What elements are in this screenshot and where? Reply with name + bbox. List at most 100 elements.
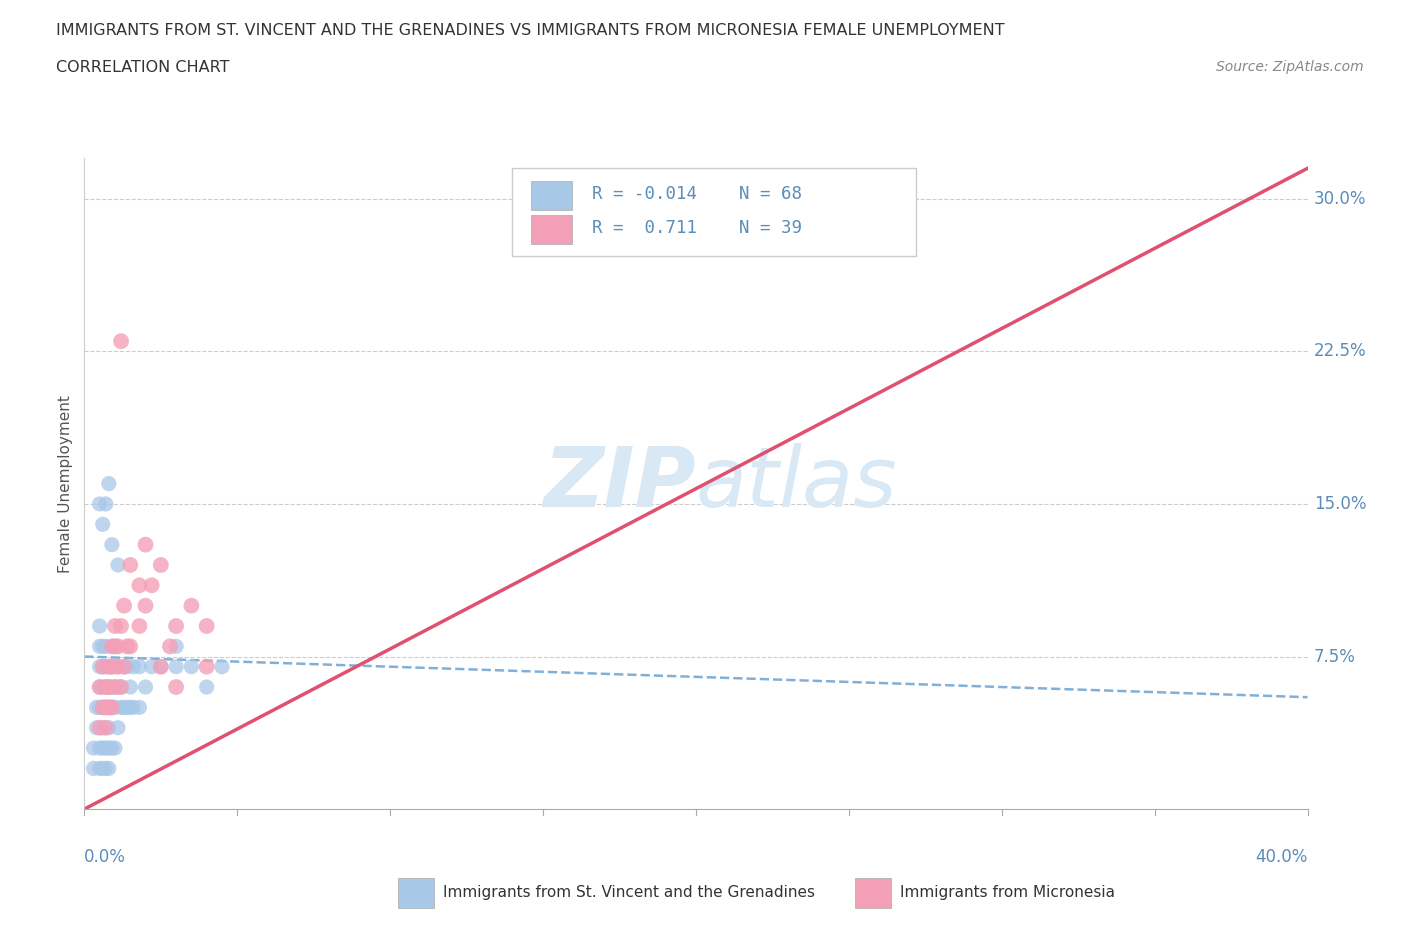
Point — [91, 517, 114, 532]
Point — [115, 659, 138, 674]
Point — [94, 700, 117, 715]
FancyBboxPatch shape — [512, 168, 917, 256]
FancyBboxPatch shape — [398, 878, 434, 908]
Point — [165, 639, 187, 654]
Point — [89, 700, 111, 715]
Point — [195, 659, 218, 674]
Point — [104, 700, 127, 715]
Point — [128, 700, 150, 715]
Point — [120, 700, 142, 715]
Point — [97, 476, 120, 491]
Point — [107, 680, 129, 695]
Point — [94, 497, 117, 512]
Point — [165, 680, 187, 695]
Point — [86, 700, 108, 715]
Point — [94, 740, 117, 755]
FancyBboxPatch shape — [531, 216, 572, 244]
Text: Immigrants from St. Vincent and the Grenadines: Immigrants from St. Vincent and the Gren… — [443, 885, 815, 900]
Point — [101, 639, 124, 654]
Point — [94, 700, 117, 715]
Point — [107, 557, 129, 572]
Point — [135, 598, 157, 613]
Point — [149, 659, 172, 674]
Point — [104, 680, 127, 695]
Point — [101, 700, 124, 715]
Point — [89, 720, 111, 735]
Text: Immigrants from Micronesia: Immigrants from Micronesia — [900, 885, 1115, 900]
Point — [107, 639, 129, 654]
Point — [110, 334, 132, 349]
Point — [97, 680, 120, 695]
Point — [159, 639, 181, 654]
Text: IMMIGRANTS FROM ST. VINCENT AND THE GRENADINES VS IMMIGRANTS FROM MICRONESIA FEM: IMMIGRANTS FROM ST. VINCENT AND THE GREN… — [56, 23, 1005, 38]
Y-axis label: Female Unemployment: Female Unemployment — [58, 394, 73, 573]
Point — [91, 639, 114, 654]
Point — [97, 680, 120, 695]
Point — [89, 680, 111, 695]
Point — [195, 680, 218, 695]
Point — [120, 680, 142, 695]
Point — [180, 659, 202, 674]
Point — [94, 680, 117, 695]
Text: R = -0.014    N = 68: R = -0.014 N = 68 — [592, 185, 801, 203]
Point — [94, 680, 117, 695]
Point — [128, 659, 150, 674]
Point — [97, 700, 120, 715]
Point — [128, 578, 150, 592]
Point — [97, 659, 120, 674]
Point — [101, 659, 124, 674]
Point — [101, 659, 124, 674]
Point — [101, 740, 124, 755]
Point — [104, 680, 127, 695]
Point — [89, 618, 111, 633]
Point — [104, 740, 127, 755]
Point — [104, 618, 127, 633]
Point — [86, 720, 108, 735]
Point — [89, 659, 111, 674]
Point — [89, 497, 111, 512]
Point — [104, 639, 127, 654]
Point — [120, 639, 142, 654]
Point — [94, 720, 117, 735]
Point — [97, 761, 120, 776]
Point — [110, 618, 132, 633]
Point — [89, 740, 111, 755]
Point — [101, 700, 124, 715]
Point — [104, 659, 127, 674]
Text: 30.0%: 30.0% — [1313, 190, 1367, 207]
Text: 22.5%: 22.5% — [1313, 342, 1367, 360]
Point — [165, 618, 187, 633]
Point — [91, 680, 114, 695]
Point — [211, 659, 233, 674]
Point — [101, 680, 124, 695]
Point — [83, 761, 105, 776]
Point — [91, 720, 114, 735]
FancyBboxPatch shape — [855, 878, 891, 908]
Point — [91, 659, 114, 674]
Point — [122, 700, 145, 715]
Point — [97, 659, 120, 674]
Point — [128, 618, 150, 633]
Point — [135, 538, 157, 552]
Text: Source: ZipAtlas.com: Source: ZipAtlas.com — [1216, 60, 1364, 74]
Text: atlas: atlas — [696, 443, 897, 525]
Point — [104, 639, 127, 654]
Point — [112, 659, 135, 674]
Point — [89, 639, 111, 654]
Point — [94, 761, 117, 776]
Point — [115, 639, 138, 654]
Point — [89, 680, 111, 695]
Point — [165, 659, 187, 674]
Point — [120, 557, 142, 572]
Point — [107, 659, 129, 674]
Point — [94, 659, 117, 674]
Text: R =  0.711    N = 39: R = 0.711 N = 39 — [592, 219, 801, 237]
Point — [91, 761, 114, 776]
Point — [89, 761, 111, 776]
Text: ZIP: ZIP — [543, 443, 696, 525]
Point — [91, 740, 114, 755]
Point — [141, 659, 163, 674]
Point — [107, 659, 129, 674]
Point — [112, 659, 135, 674]
Point — [110, 680, 132, 695]
